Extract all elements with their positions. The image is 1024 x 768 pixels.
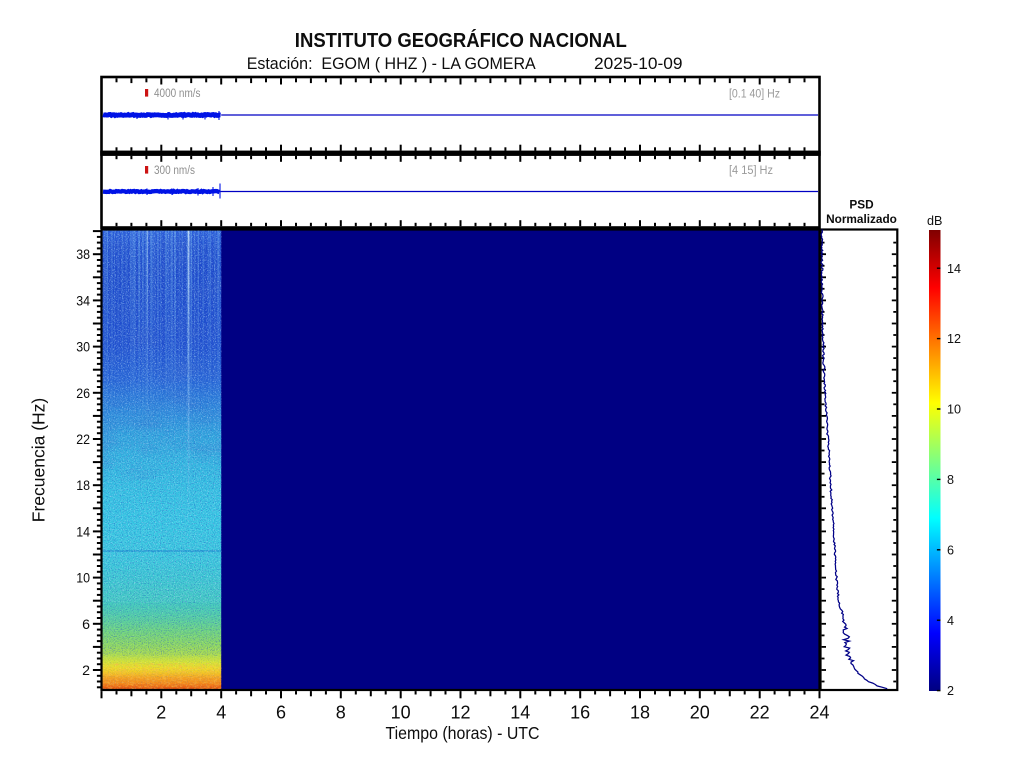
svg-text:26: 26 [76,386,90,402]
svg-text:6: 6 [276,703,286,723]
svg-text:2: 2 [156,703,166,723]
svg-text:22: 22 [76,432,90,448]
svg-text:2025-10-09: 2025-10-09 [594,54,683,73]
svg-text:6: 6 [82,617,90,633]
svg-text:6: 6 [947,543,954,557]
svg-text:20: 20 [690,703,710,723]
svg-text:14: 14 [947,262,961,276]
svg-text:PSD: PSD [849,198,874,212]
svg-text:30: 30 [76,340,90,356]
svg-text:12: 12 [947,332,961,346]
svg-text:14: 14 [510,703,530,723]
svg-text:8: 8 [947,473,954,487]
svg-text:dB: dB [927,214,942,228]
svg-text:8: 8 [336,703,346,723]
svg-text:2: 2 [82,663,90,679]
svg-text:14: 14 [76,524,90,540]
svg-text:16: 16 [570,703,590,723]
svg-text:18: 18 [76,478,90,494]
svg-text:[0.1 40] Hz: [0.1 40] Hz [729,87,780,101]
svg-text:Estación: EGOM ( HHZ ) - LA G: Estación: EGOM ( HHZ ) - LA GOMERA [247,54,537,73]
svg-text:4: 4 [947,614,954,628]
svg-text:4000 nm/s: 4000 nm/s [154,86,201,100]
svg-text:INSTITUTO GEOGRÁFICO NACIONAL: INSTITUTO GEOGRÁFICO NACIONAL [295,29,627,52]
svg-text:[4 15] Hz: [4 15] Hz [729,163,773,177]
svg-text:4: 4 [216,703,226,723]
svg-text:Tiempo (horas) - UTC: Tiempo (horas) - UTC [386,723,540,743]
svg-text:34: 34 [76,293,90,309]
svg-text:24: 24 [809,703,829,723]
svg-text:2: 2 [947,684,954,698]
svg-text:300 nm/s: 300 nm/s [154,163,195,177]
svg-text:Frecuencia (Hz): Frecuencia (Hz) [29,398,49,522]
svg-text:18: 18 [630,703,650,723]
svg-text:12: 12 [450,703,470,723]
svg-text:10: 10 [76,571,90,587]
svg-text:38: 38 [76,247,90,263]
svg-text:22: 22 [750,703,770,723]
svg-text:10: 10 [391,703,411,723]
svg-text:10: 10 [947,403,961,417]
svg-text:Normalizado: Normalizado [826,212,897,226]
